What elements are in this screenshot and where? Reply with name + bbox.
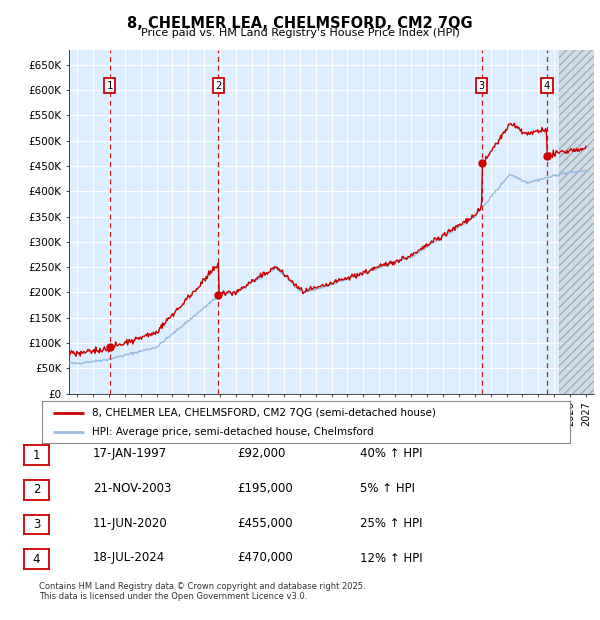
Text: 12% ↑ HPI: 12% ↑ HPI	[360, 552, 422, 564]
Text: 4: 4	[33, 553, 40, 565]
Text: 21-NOV-2003: 21-NOV-2003	[93, 482, 172, 495]
Text: Price paid vs. HM Land Registry's House Price Index (HPI): Price paid vs. HM Land Registry's House …	[140, 28, 460, 38]
Text: £455,000: £455,000	[237, 517, 293, 529]
Text: 40% ↑ HPI: 40% ↑ HPI	[360, 448, 422, 460]
Text: £195,000: £195,000	[237, 482, 293, 495]
Bar	[559, 50, 594, 394]
Text: 1: 1	[106, 81, 113, 91]
Text: £92,000: £92,000	[237, 448, 286, 460]
Text: Contains HM Land Registry data © Crown copyright and database right 2025.
This d: Contains HM Land Registry data © Crown c…	[39, 582, 365, 601]
Text: 8, CHELMER LEA, CHELMSFORD, CM2 7QG: 8, CHELMER LEA, CHELMSFORD, CM2 7QG	[127, 16, 473, 31]
Text: 17-JAN-1997: 17-JAN-1997	[93, 448, 167, 460]
Text: 11-JUN-2020: 11-JUN-2020	[93, 517, 168, 529]
Text: 5% ↑ HPI: 5% ↑ HPI	[360, 482, 415, 495]
Text: HPI: Average price, semi-detached house, Chelmsford: HPI: Average price, semi-detached house,…	[92, 427, 374, 437]
Text: 2: 2	[215, 81, 221, 91]
Text: 18-JUL-2024: 18-JUL-2024	[93, 552, 165, 564]
Text: 4: 4	[544, 81, 550, 91]
Text: 2: 2	[33, 484, 40, 496]
Text: 3: 3	[33, 518, 40, 531]
Text: £470,000: £470,000	[237, 552, 293, 564]
Bar	[559, 50, 594, 394]
Text: 25% ↑ HPI: 25% ↑ HPI	[360, 517, 422, 529]
Text: 1: 1	[33, 449, 40, 461]
Text: 3: 3	[479, 81, 485, 91]
Text: 8, CHELMER LEA, CHELMSFORD, CM2 7QG (semi-detached house): 8, CHELMER LEA, CHELMSFORD, CM2 7QG (sem…	[92, 407, 436, 417]
